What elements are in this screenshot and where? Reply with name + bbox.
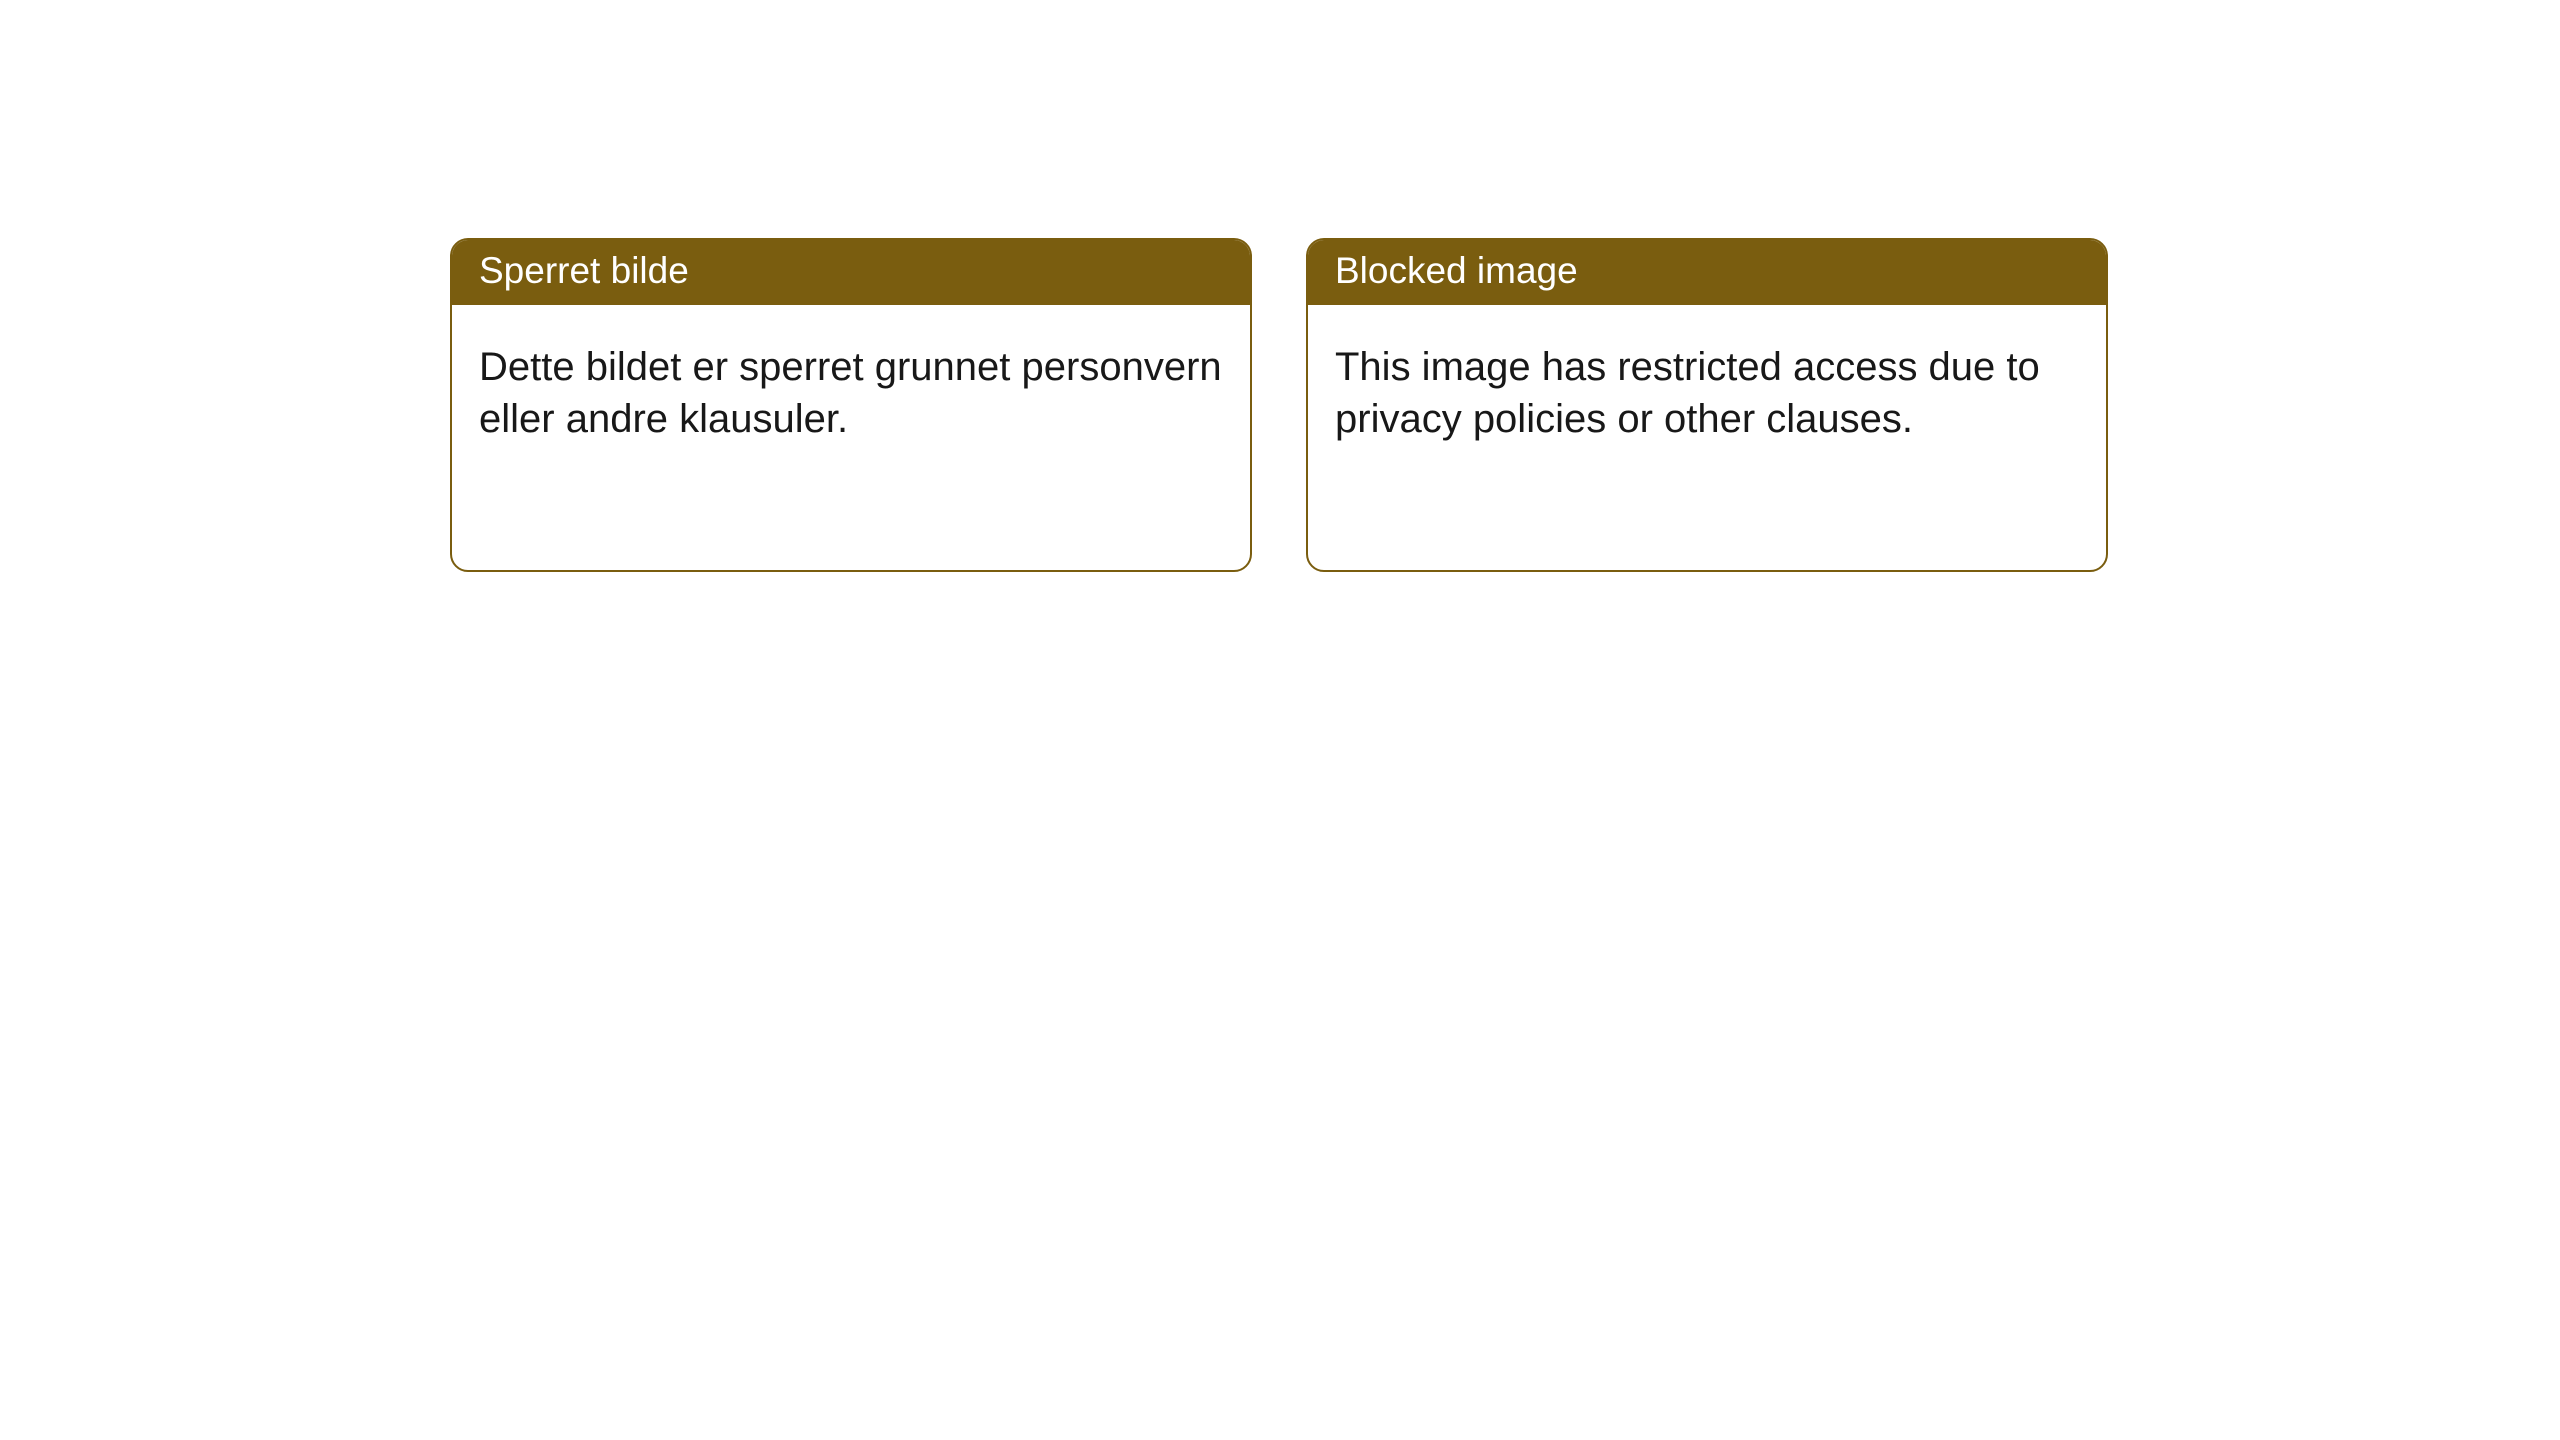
notice-header: Blocked image [1308, 240, 2106, 305]
notice-message: Dette bildet er sperret grunnet personve… [479, 345, 1222, 442]
notice-body: This image has restricted access due to … [1308, 305, 2106, 474]
notice-title: Blocked image [1335, 250, 1578, 291]
notice-header: Sperret bilde [452, 240, 1250, 305]
notice-message: This image has restricted access due to … [1335, 345, 2040, 442]
blocked-image-notices: Sperret bilde Dette bildet er sperret gr… [450, 238, 2108, 572]
notice-card-english: Blocked image This image has restricted … [1306, 238, 2108, 572]
notice-card-norwegian: Sperret bilde Dette bildet er sperret gr… [450, 238, 1252, 572]
notice-body: Dette bildet er sperret grunnet personve… [452, 305, 1250, 474]
notice-title: Sperret bilde [479, 250, 689, 291]
